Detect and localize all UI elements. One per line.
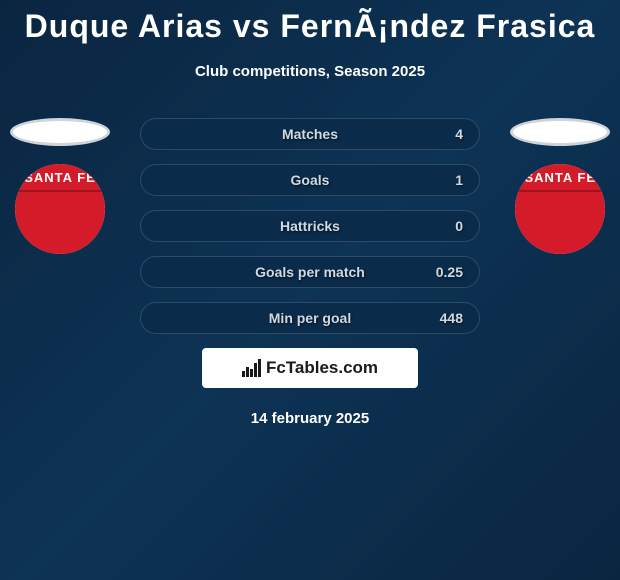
date-text: 14 february 2025	[251, 410, 369, 427]
stat-row-matches: Matches 4	[140, 118, 480, 150]
bar-chart-icon	[242, 359, 262, 377]
content-row: SANTA FE Matches 4 Goals 1 Hattricks 0 G…	[0, 118, 620, 334]
left-player-marker	[10, 118, 110, 146]
stat-label: Goals	[291, 172, 330, 188]
stat-row-goals: Goals 1	[140, 164, 480, 196]
stat-label: Hattricks	[280, 218, 340, 234]
right-player-side: SANTA FE	[510, 118, 610, 244]
stat-row-hattricks: Hattricks 0	[140, 210, 480, 242]
stat-row-goals-per-match: Goals per match 0.25	[140, 256, 480, 288]
stat-label: Min per goal	[269, 310, 351, 326]
watermark: FcTables.com	[202, 348, 418, 388]
stat-value: 1	[455, 172, 463, 188]
stats-column: Matches 4 Goals 1 Hattricks 0 Goals per …	[140, 118, 480, 334]
stat-value: 448	[440, 310, 463, 326]
left-badge-text: SANTA FE	[24, 170, 96, 185]
stat-label: Goals per match	[255, 264, 365, 280]
stat-value: 0.25	[436, 264, 463, 280]
page-title: Duque Arias vs FernÃ¡ndez Frasica	[25, 8, 596, 45]
right-badge-text: SANTA FE	[524, 170, 596, 185]
stat-row-min-per-goal: Min per goal 448	[140, 302, 480, 334]
right-team-badge: SANTA FE	[510, 164, 610, 244]
left-team-badge: SANTA FE	[10, 164, 110, 244]
watermark-text: FcTables.com	[266, 358, 378, 378]
right-player-marker	[510, 118, 610, 146]
left-player-side: SANTA FE	[10, 118, 110, 244]
stat-label: Matches	[282, 126, 338, 142]
subtitle: Club competitions, Season 2025	[195, 63, 425, 80]
stat-value: 0	[455, 218, 463, 234]
stat-value: 4	[455, 126, 463, 142]
